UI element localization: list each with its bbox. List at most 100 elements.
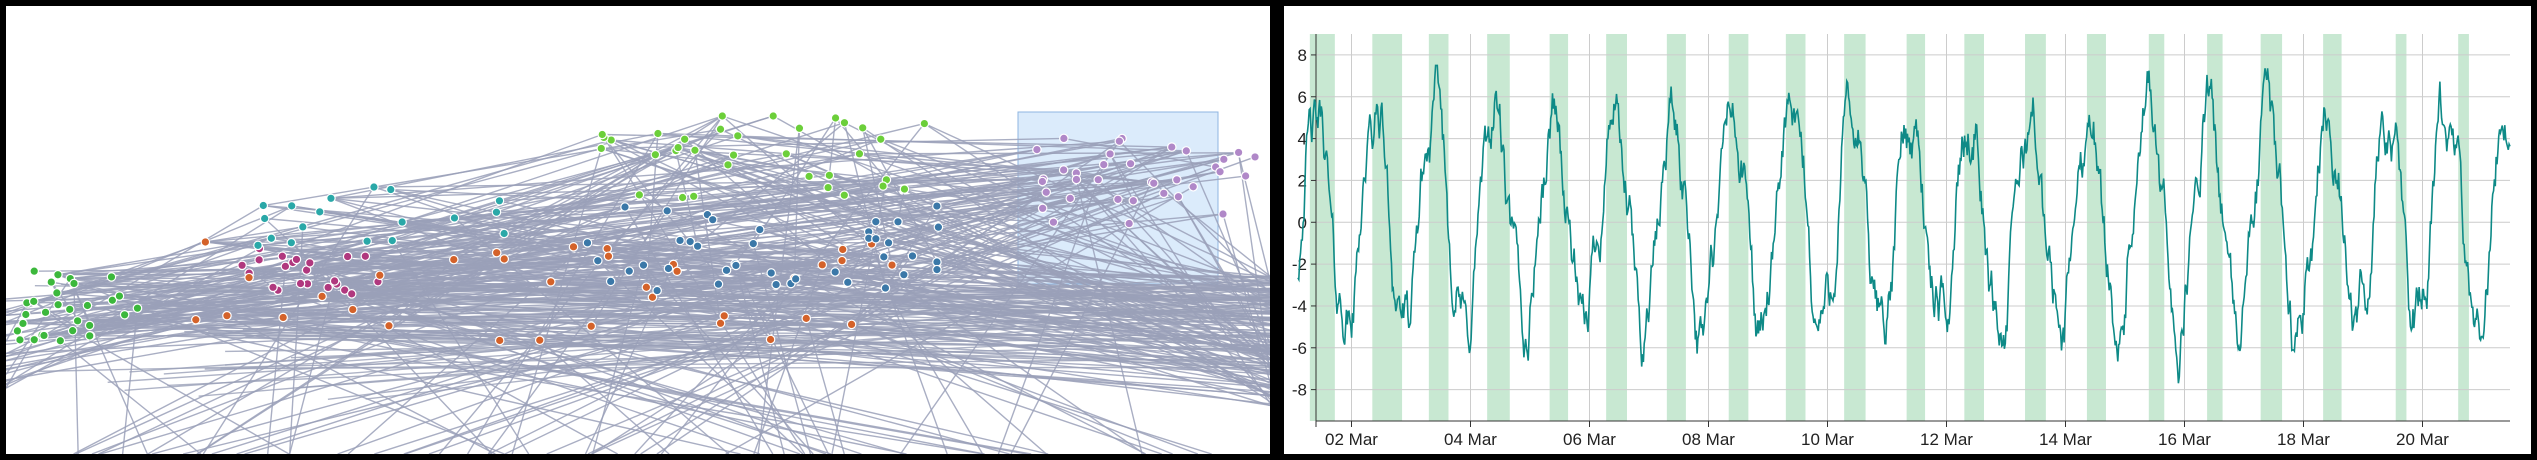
graph-node[interactable]: [1071, 174, 1082, 185]
graph-node[interactable]: [64, 304, 75, 315]
graph-node[interactable]: [878, 181, 888, 191]
graph-node[interactable]: [40, 307, 51, 318]
graph-node[interactable]: [258, 200, 269, 211]
graph-node[interactable]: [675, 235, 685, 246]
graph-node[interactable]: [1048, 217, 1059, 227]
graph-node[interactable]: [46, 277, 57, 287]
graph-node[interactable]: [253, 240, 263, 251]
graph-node[interactable]: [707, 214, 718, 225]
graph-node[interactable]: [679, 134, 690, 145]
graph-node[interactable]: [346, 289, 357, 299]
graph-node[interactable]: [663, 263, 674, 274]
graph-node[interactable]: [298, 222, 308, 232]
graph-node[interactable]: [653, 128, 663, 139]
graph-node[interactable]: [1173, 191, 1184, 202]
graph-node[interactable]: [1181, 146, 1192, 156]
graph-node[interactable]: [713, 279, 724, 289]
graph-node[interactable]: [82, 300, 93, 311]
graph-node[interactable]: [723, 160, 733, 170]
graph-node[interactable]: [685, 236, 695, 247]
graph-node[interactable]: [790, 274, 801, 284]
graph-node[interactable]: [107, 295, 118, 306]
graph-node[interactable]: [933, 222, 944, 232]
graph-node[interactable]: [1250, 152, 1260, 162]
graph-node[interactable]: [620, 202, 630, 212]
graph-node[interactable]: [534, 335, 545, 346]
graph-node[interactable]: [875, 134, 886, 145]
graph-node[interactable]: [347, 304, 358, 315]
graph-node[interactable]: [266, 233, 277, 244]
graph-node[interactable]: [839, 117, 850, 128]
graph-node[interactable]: [387, 235, 398, 246]
graph-node[interactable]: [499, 228, 509, 239]
graph-node[interactable]: [291, 254, 302, 265]
graph-node[interactable]: [375, 270, 385, 281]
graph-node[interactable]: [871, 216, 881, 227]
graph-node[interactable]: [1159, 188, 1169, 199]
graph-node[interactable]: [673, 142, 683, 153]
graph-node[interactable]: [919, 118, 930, 129]
graph-node[interactable]: [314, 207, 325, 217]
graph-node[interactable]: [728, 150, 739, 160]
graph-node[interactable]: [18, 318, 28, 329]
graph-node[interactable]: [1093, 174, 1104, 185]
graph-node[interactable]: [830, 267, 840, 277]
graph-node[interactable]: [771, 279, 781, 290]
graph-node[interactable]: [647, 292, 658, 303]
time-series-panel[interactable]: 8 6 4 2 0 -2 -4 -6 -8 02 Mar 04 Mar 06 Mar 08 Mar 10 …: [1284, 6, 2531, 454]
graph-node[interactable]: [823, 182, 833, 193]
graph-node[interactable]: [286, 237, 297, 248]
graph-node[interactable]: [1166, 142, 1177, 152]
graph-node[interactable]: [254, 255, 264, 265]
graph-node[interactable]: [893, 217, 903, 227]
graph-node[interactable]: [114, 291, 125, 301]
network-graph-panel[interactable]: [6, 6, 1270, 454]
graph-node[interactable]: [295, 278, 306, 289]
graph-node[interactable]: [715, 318, 726, 329]
graph-node[interactable]: [329, 276, 340, 286]
graph-node[interactable]: [624, 266, 635, 276]
graph-node[interactable]: [754, 224, 765, 235]
graph-node[interactable]: [899, 184, 910, 194]
graph-node[interactable]: [1037, 176, 1048, 187]
graph-node[interactable]: [871, 233, 881, 244]
graph-node[interactable]: [721, 265, 732, 276]
graph-node[interactable]: [1188, 181, 1199, 192]
graph-node[interactable]: [1172, 175, 1182, 185]
graph-node[interactable]: [546, 276, 556, 287]
graph-node[interactable]: [21, 309, 31, 320]
graph-node[interactable]: [638, 260, 649, 270]
graph-node[interactable]: [67, 325, 78, 336]
graph-node[interactable]: [692, 241, 703, 251]
graph-node[interactable]: [397, 217, 407, 227]
graph-node[interactable]: [719, 311, 730, 321]
graph-node[interactable]: [731, 260, 741, 271]
graph-node[interactable]: [732, 131, 743, 141]
graph-node[interactable]: [106, 272, 117, 282]
graph-node[interactable]: [879, 252, 889, 262]
graph-node[interactable]: [880, 283, 891, 293]
graph-node[interactable]: [494, 195, 505, 206]
graph-node[interactable]: [854, 148, 865, 159]
graph-node[interactable]: [794, 123, 805, 134]
graph-node[interactable]: [342, 251, 353, 262]
graph-node[interactable]: [84, 331, 95, 341]
graph-node[interactable]: [677, 192, 688, 203]
graph-node[interactable]: [593, 255, 603, 266]
graph-node[interactable]: [1240, 171, 1251, 181]
graph-node[interactable]: [132, 303, 143, 313]
graph-node[interactable]: [690, 145, 700, 156]
graph-node[interactable]: [932, 201, 942, 211]
graph-node[interactable]: [491, 207, 502, 217]
graph-node[interactable]: [715, 124, 726, 135]
graph-node[interactable]: [766, 268, 777, 278]
graph-node[interactable]: [222, 310, 232, 321]
graph-node[interactable]: [1219, 154, 1229, 165]
graph-node[interactable]: [277, 251, 288, 262]
graph-node[interactable]: [448, 254, 459, 265]
graph-node[interactable]: [650, 149, 661, 160]
graph-node[interactable]: [278, 312, 288, 323]
graph-node[interactable]: [69, 278, 79, 289]
graph-node[interactable]: [748, 238, 759, 249]
